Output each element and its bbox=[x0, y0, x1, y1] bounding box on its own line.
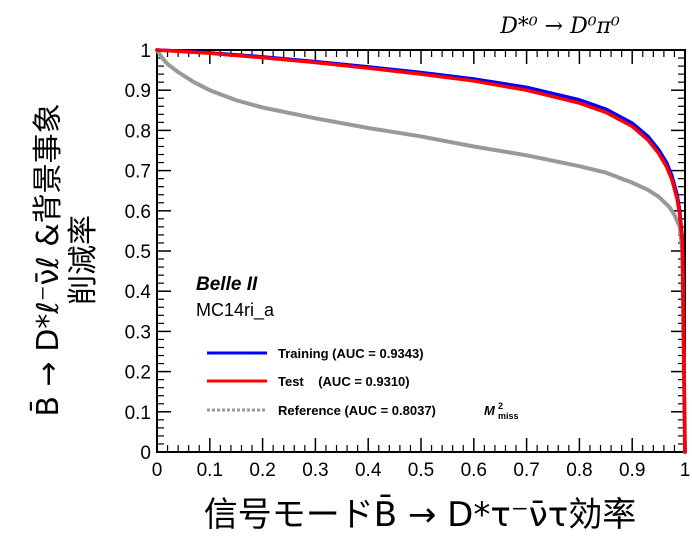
y-tick-label: 0.5 bbox=[125, 242, 151, 263]
x-tick-label: 0.1 bbox=[197, 460, 223, 481]
y-tick-label: 0.6 bbox=[125, 202, 151, 223]
legend-mmiss-sup: 2 bbox=[498, 401, 503, 411]
chart-title: D*⁰ → D⁰π⁰ bbox=[499, 14, 620, 39]
curves bbox=[155, 48, 687, 454]
series-line-training bbox=[155, 48, 687, 454]
legend: Training (AUC = 0.9343) Test (AUC = 0.931… bbox=[207, 346, 519, 421]
x-tick-label: 0.8 bbox=[566, 460, 592, 481]
y-tick-label: 0.9 bbox=[125, 81, 151, 102]
x-tick-label: 0.2 bbox=[249, 460, 275, 481]
experiment-label: Belle II bbox=[196, 274, 258, 295]
x-tick-label: 0.3 bbox=[302, 460, 328, 481]
y-axis-label: B̄ → D*ℓ⁻ν̄ℓ &背景事象 削減率 bbox=[30, 103, 101, 416]
legend-mmiss-symbol: M bbox=[484, 403, 496, 418]
series-line-test bbox=[155, 48, 687, 454]
y-tick-label: 0.1 bbox=[125, 403, 151, 424]
y-tick-label: 0.2 bbox=[125, 363, 151, 384]
y-tick-label: 0.7 bbox=[125, 162, 151, 183]
x-tick-label: 0.5 bbox=[408, 460, 434, 481]
x-tick-label: 0.4 bbox=[355, 460, 382, 481]
y-axis-label-line2: 削減率 bbox=[66, 215, 101, 305]
y-tick-label: 0 bbox=[140, 443, 151, 464]
legend-label-training: Training (AUC = 0.9343) bbox=[278, 346, 424, 361]
x-tick-label: 1 bbox=[680, 460, 691, 481]
x-axis-label: 信号モードB̄ → D*τ⁻ν̄τ効率 bbox=[204, 494, 637, 535]
x-tick-label: 0.6 bbox=[461, 460, 487, 481]
y-tick-label: 0.4 bbox=[125, 282, 152, 303]
series-line-reference bbox=[155, 48, 687, 454]
axis-ticks: 0 0.1 0.2 0.3 0.4 0.5 0.6 0.7 0.8 0.9 1 0 0.1 0.2 0.3 0… bbox=[125, 41, 691, 481]
legend-label-reference: Reference (AUC = 0.8037) bbox=[278, 403, 436, 418]
sample-label: MC14ri_a bbox=[196, 300, 275, 321]
y-axis-label-line1: B̄ → D*ℓ⁻ν̄ℓ &背景事象 bbox=[30, 103, 66, 416]
y-tick-label: 1 bbox=[140, 41, 151, 62]
y-tick-label: 0.8 bbox=[125, 121, 151, 142]
x-tick-label: 0 bbox=[152, 460, 163, 481]
legend-mmiss-sub: miss bbox=[498, 411, 519, 421]
x-tick-label: 0.7 bbox=[513, 460, 539, 481]
legend-label-test: Test (AUC = 0.9310) bbox=[278, 374, 410, 389]
y-tick-label: 0.3 bbox=[125, 322, 151, 343]
x-tick-label: 0.9 bbox=[619, 460, 645, 481]
